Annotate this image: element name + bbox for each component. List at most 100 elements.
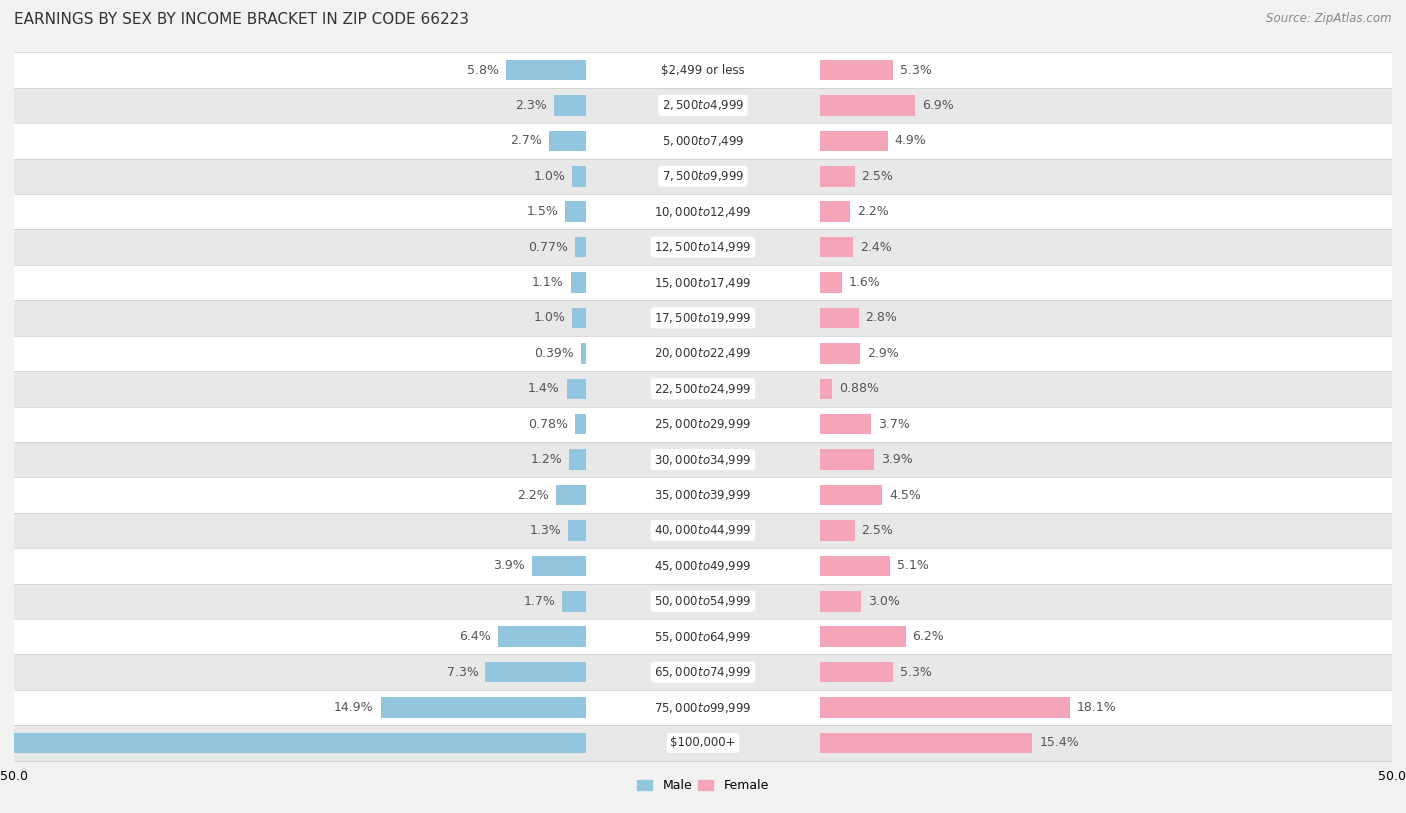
Bar bbox=[1, 733, 586, 753]
Bar bbox=[820, 343, 860, 363]
Text: $35,000 to $39,999: $35,000 to $39,999 bbox=[654, 488, 752, 502]
Text: 5.8%: 5.8% bbox=[467, 63, 499, 76]
Bar bbox=[571, 272, 586, 293]
Bar bbox=[820, 95, 915, 115]
Bar bbox=[820, 307, 859, 328]
Bar bbox=[565, 202, 586, 222]
Text: 5.3%: 5.3% bbox=[900, 666, 932, 679]
Bar bbox=[485, 662, 586, 682]
Bar bbox=[554, 95, 586, 115]
Text: $2,500 to $4,999: $2,500 to $4,999 bbox=[662, 98, 744, 112]
Bar bbox=[14, 690, 1392, 725]
Text: $20,000 to $22,499: $20,000 to $22,499 bbox=[654, 346, 752, 360]
Bar bbox=[567, 379, 586, 399]
Text: 7.3%: 7.3% bbox=[447, 666, 478, 679]
Text: 3.0%: 3.0% bbox=[869, 595, 900, 608]
Text: $75,000 to $99,999: $75,000 to $99,999 bbox=[654, 701, 752, 715]
Bar bbox=[506, 60, 586, 80]
Bar bbox=[14, 159, 1392, 194]
Text: 1.0%: 1.0% bbox=[533, 311, 565, 324]
Text: 2.7%: 2.7% bbox=[510, 134, 541, 147]
Text: $40,000 to $44,999: $40,000 to $44,999 bbox=[654, 524, 752, 537]
Text: $55,000 to $64,999: $55,000 to $64,999 bbox=[654, 630, 752, 644]
Bar bbox=[14, 371, 1392, 406]
Text: 5.1%: 5.1% bbox=[897, 559, 929, 572]
Text: $30,000 to $34,999: $30,000 to $34,999 bbox=[654, 453, 752, 467]
Bar bbox=[820, 131, 887, 151]
Text: 15.4%: 15.4% bbox=[1039, 737, 1078, 750]
Bar bbox=[820, 166, 855, 186]
Text: 14.9%: 14.9% bbox=[335, 701, 374, 714]
Bar bbox=[14, 265, 1392, 300]
Bar bbox=[820, 627, 905, 647]
Bar bbox=[14, 300, 1392, 336]
Bar bbox=[820, 520, 855, 541]
Text: 1.5%: 1.5% bbox=[526, 205, 558, 218]
Bar bbox=[820, 414, 872, 434]
Text: $17,500 to $19,999: $17,500 to $19,999 bbox=[654, 311, 752, 325]
Bar bbox=[14, 548, 1392, 584]
Text: 4.9%: 4.9% bbox=[894, 134, 927, 147]
Bar bbox=[820, 379, 832, 399]
Bar bbox=[14, 194, 1392, 229]
Bar bbox=[14, 123, 1392, 159]
Text: $10,000 to $12,499: $10,000 to $12,499 bbox=[654, 205, 752, 219]
Bar bbox=[820, 60, 893, 80]
Text: $5,000 to $7,499: $5,000 to $7,499 bbox=[662, 134, 744, 148]
Bar bbox=[568, 520, 586, 541]
Bar bbox=[581, 343, 586, 363]
Bar bbox=[562, 591, 586, 611]
Text: 1.7%: 1.7% bbox=[523, 595, 555, 608]
Text: $50,000 to $54,999: $50,000 to $54,999 bbox=[654, 594, 752, 608]
Text: $22,500 to $24,999: $22,500 to $24,999 bbox=[654, 382, 752, 396]
Text: 2.8%: 2.8% bbox=[866, 311, 897, 324]
Text: $12,500 to $14,999: $12,500 to $14,999 bbox=[654, 240, 752, 254]
Text: $45,000 to $49,999: $45,000 to $49,999 bbox=[654, 559, 752, 573]
Bar bbox=[820, 591, 862, 611]
Bar bbox=[14, 52, 1392, 88]
Bar bbox=[575, 414, 586, 434]
Text: 3.9%: 3.9% bbox=[494, 559, 526, 572]
Text: $7,500 to $9,999: $7,500 to $9,999 bbox=[662, 169, 744, 183]
Bar bbox=[569, 450, 586, 470]
Text: 2.5%: 2.5% bbox=[862, 170, 893, 183]
Bar bbox=[14, 654, 1392, 690]
Bar bbox=[820, 272, 842, 293]
Bar bbox=[572, 166, 586, 186]
Text: 2.9%: 2.9% bbox=[868, 347, 898, 360]
Text: 6.4%: 6.4% bbox=[458, 630, 491, 643]
Text: 3.7%: 3.7% bbox=[877, 418, 910, 431]
Bar bbox=[820, 733, 1032, 753]
Bar bbox=[14, 725, 1392, 761]
Text: Source: ZipAtlas.com: Source: ZipAtlas.com bbox=[1267, 12, 1392, 25]
Bar bbox=[531, 555, 586, 576]
Text: 5.3%: 5.3% bbox=[900, 63, 932, 76]
Bar bbox=[14, 406, 1392, 442]
Bar bbox=[820, 555, 890, 576]
Bar bbox=[14, 619, 1392, 654]
Text: 3.9%: 3.9% bbox=[880, 453, 912, 466]
Text: 2.3%: 2.3% bbox=[516, 99, 547, 112]
Text: 4.5%: 4.5% bbox=[889, 489, 921, 502]
Bar bbox=[498, 627, 586, 647]
Text: 6.2%: 6.2% bbox=[912, 630, 945, 643]
Text: 1.6%: 1.6% bbox=[849, 276, 880, 289]
Text: 0.78%: 0.78% bbox=[529, 418, 568, 431]
Text: $25,000 to $29,999: $25,000 to $29,999 bbox=[654, 417, 752, 431]
Text: 2.2%: 2.2% bbox=[858, 205, 889, 218]
Text: 1.4%: 1.4% bbox=[527, 382, 560, 395]
Bar bbox=[820, 202, 851, 222]
Bar bbox=[820, 237, 853, 258]
Bar bbox=[555, 485, 586, 506]
Bar bbox=[820, 450, 875, 470]
Bar bbox=[14, 88, 1392, 123]
Text: 0.88%: 0.88% bbox=[839, 382, 879, 395]
Text: 2.4%: 2.4% bbox=[860, 241, 891, 254]
Bar bbox=[381, 698, 586, 718]
Text: 1.0%: 1.0% bbox=[533, 170, 565, 183]
Text: 0.77%: 0.77% bbox=[529, 241, 568, 254]
Bar bbox=[14, 584, 1392, 619]
Bar bbox=[14, 336, 1392, 371]
Bar bbox=[820, 698, 1070, 718]
Text: $65,000 to $74,999: $65,000 to $74,999 bbox=[654, 665, 752, 679]
